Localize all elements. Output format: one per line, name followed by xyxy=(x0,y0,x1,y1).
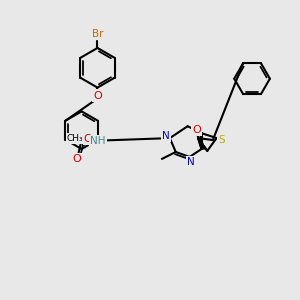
Text: S: S xyxy=(218,135,225,145)
Text: CH₃: CH₃ xyxy=(67,134,83,143)
Text: N: N xyxy=(187,157,194,167)
Text: O: O xyxy=(192,125,201,135)
Text: NH: NH xyxy=(90,136,106,146)
Text: O: O xyxy=(84,134,92,144)
Text: Br: Br xyxy=(92,29,103,39)
Text: O: O xyxy=(93,91,102,100)
Text: O: O xyxy=(73,154,82,164)
Text: N: N xyxy=(162,131,170,141)
